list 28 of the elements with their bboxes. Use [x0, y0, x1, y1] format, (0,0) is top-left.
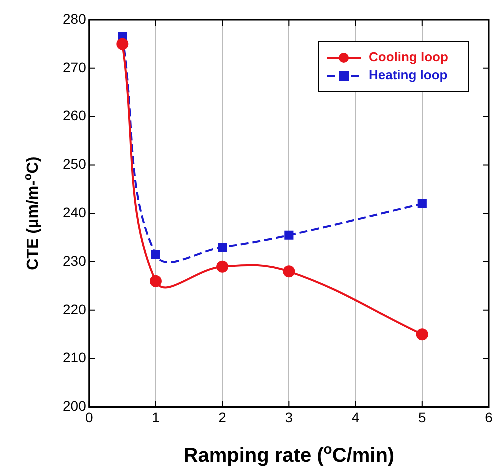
y-tick-label: 250: [63, 156, 87, 172]
x-tick-label: 0: [85, 409, 94, 426]
x-tick-label: 1: [152, 409, 160, 426]
point: [216, 260, 229, 273]
point: [116, 38, 129, 50]
x-tick-label: 3: [285, 409, 294, 426]
y-tick-label: 200: [63, 398, 87, 414]
y-tick-label: 260: [63, 108, 87, 124]
legend-label: Cooling loop: [369, 50, 448, 65]
y-tick-label: 280: [63, 10, 87, 27]
y-tick-label: 270: [63, 59, 87, 76]
legend-label: Heating loop: [369, 68, 448, 83]
y-tick-label: 220: [63, 301, 87, 318]
y-axis-title: CTE (μm/m-oC): [22, 156, 42, 270]
y-tick-label: 230: [63, 252, 87, 269]
x-tick-label: 5: [418, 409, 426, 426]
point: [150, 275, 162, 288]
point: [416, 328, 428, 341]
y-tick-label: 210: [63, 350, 87, 366]
x-tick-label: 4: [352, 409, 360, 426]
point: [218, 242, 228, 252]
x-tick-label: 6: [485, 409, 494, 426]
x-tick-label: 2: [218, 409, 227, 426]
point: [418, 199, 427, 208]
point: [283, 266, 296, 278]
point: [284, 230, 294, 240]
y-tick-label: 240: [63, 204, 87, 220]
point: [151, 250, 160, 260]
